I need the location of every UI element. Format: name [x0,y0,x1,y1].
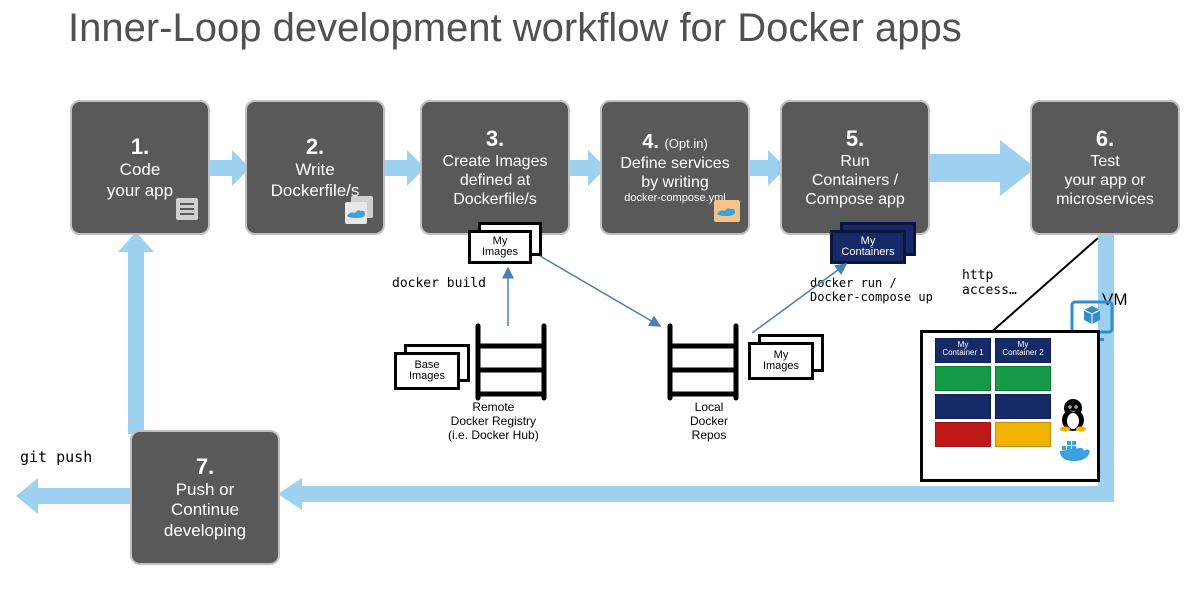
step-3-line3: Dockerfile/s [453,190,537,209]
dockerfile-icon [343,196,377,229]
label-docker-build: docker build [392,276,486,291]
step-2-line1: Write [295,160,334,180]
step-7-num: 7. [196,454,214,480]
step-7-line2: Continue [171,500,239,520]
step-5: 5. Run Containers / Compose app [780,100,930,235]
shelf-remote [468,322,554,402]
step-3: 3. Create Images defined at Dockerfile/s [420,100,570,235]
vm-cell-6 [995,394,1051,419]
step-5-line2: Containers / [812,171,898,190]
step-1-num: 1. [131,134,149,160]
tux-icon [1058,398,1088,437]
step-7-line3: developing [164,521,246,541]
vm-cell-4 [995,366,1051,391]
vm-cell-3 [935,366,991,391]
step-4-sub: docker-compose.yml [624,192,725,204]
docker-whale-icon [1058,438,1092,469]
vm-cell-8 [995,422,1051,447]
arrow-1-2 [206,150,250,186]
label-git-push: git push [20,448,92,466]
vm-cell-5 [935,394,991,419]
step-3-line2: defined at [460,171,530,190]
step-2: 2. Write Dockerfile/s [245,100,385,235]
compose-icon [714,200,740,227]
step-3-line1: Create Images [443,152,548,171]
arrow-5-6 [926,140,1036,196]
step-6-line1: Test [1090,152,1119,171]
vm-cell-7 [935,422,991,447]
step-6-line2: your app or [1065,171,1146,190]
base-images: Base Images [394,344,470,392]
arrow-git-push [16,478,134,514]
step-6: 6. Test your app or microservices [1030,100,1180,235]
shelf-local [660,322,746,402]
label-local-repos: Local Docker Repos [690,400,728,442]
step-4-num: 4. (Opt.in) [642,131,708,154]
step-2-num: 2. [306,134,324,160]
step-6-num: 6. [1096,126,1114,152]
step-6-line3: microservices [1056,190,1154,209]
label-remote-registry: Remote Docker Registry (i.e. Docker Hub) [448,400,539,442]
step-3-num: 3. [486,126,504,152]
arrow-7-1 [118,232,154,434]
doc-icon [174,196,200,227]
step-4-line2: by writing [641,173,709,192]
my-images-top: My Images [468,222,542,266]
step-7: 7. Push or Continue developing [130,430,280,565]
vm-cell-2: My Container 2 [995,338,1051,363]
step-1: 1. Code your app [70,100,210,235]
step-4: 4. (Opt.in) Define services by writing d… [600,100,750,235]
my-containers: My Containers [830,222,916,266]
my-images-local: My Images [748,334,824,382]
arrow-2-3 [381,150,425,186]
page-title: Inner-Loop development workflow for Dock… [68,6,962,51]
step-1-line1: Code [120,160,161,180]
label-docker-run: docker run / Docker-compose up [810,276,933,304]
step-5-num: 5. [846,126,864,152]
label-http-access: http access… [962,268,1017,298]
vm-cell-1: My Container 1 [935,338,991,363]
step-5-line3: Compose app [805,190,905,209]
step-7-line1: Push or [176,480,235,500]
step-4-line1: Define services [620,154,729,173]
step-5-line1: Run [840,152,869,171]
step-1-line2: your app [107,181,173,201]
